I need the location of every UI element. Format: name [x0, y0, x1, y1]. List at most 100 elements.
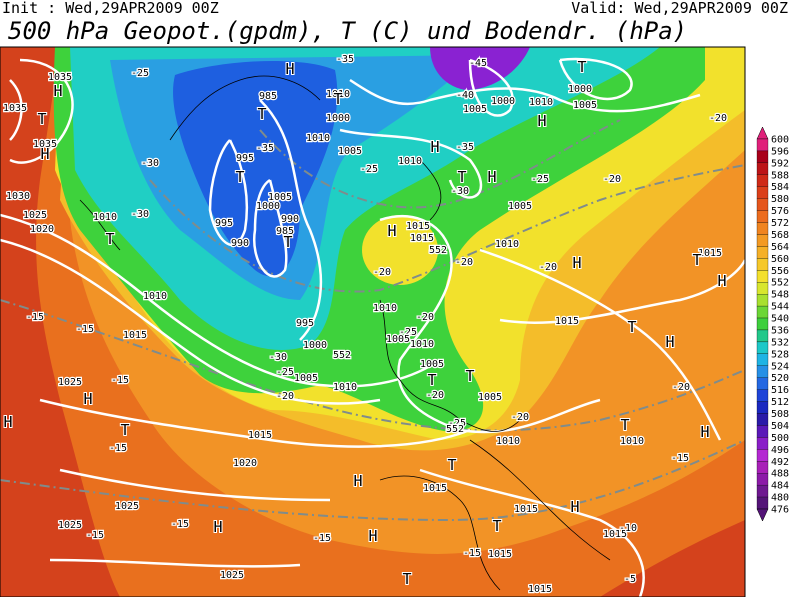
pressure-center: H: [368, 527, 377, 545]
contour-label: 1010: [93, 212, 117, 223]
contour-label: -15: [26, 312, 44, 323]
colorbar-segment: [756, 222, 769, 235]
colorbar: 6005965925885845805765725685645605565525…: [756, 126, 789, 522]
colorbar-segment: [756, 198, 769, 211]
pressure-center: H: [387, 222, 396, 240]
contour-label: 1005: [268, 192, 292, 203]
colorbar-segment: [756, 473, 769, 486]
contour-label: 1010: [373, 303, 397, 314]
contour-label: -25: [448, 418, 466, 429]
contour-label: 985: [276, 226, 294, 237]
temperature-isotherms: [0, 119, 745, 522]
colorbar-segment: [756, 186, 769, 199]
contour-label: -15: [463, 548, 481, 559]
valid-time: Valid: Wed,29APR2009 00Z: [571, 0, 788, 17]
colorbar-segment: [756, 437, 769, 450]
pressure-center: T: [620, 416, 629, 434]
contour-label: 1010: [495, 239, 519, 250]
contour-label: 1000: [568, 84, 592, 95]
contour-label: 1015: [123, 330, 147, 341]
contour-label: -15: [313, 533, 331, 544]
contour-label: 1025: [58, 520, 82, 531]
colorbar-label: 600: [771, 135, 789, 146]
colorbar-segment: [756, 341, 769, 354]
contour-label: 1005: [463, 104, 487, 115]
contour-label: 1025: [115, 501, 139, 512]
colorbar-label: 500: [771, 433, 789, 444]
pressure-center: H: [285, 60, 294, 78]
pressure-center: T: [577, 58, 586, 76]
contour-label: -25: [399, 327, 417, 338]
pressure-center: T: [402, 570, 411, 588]
colorbar-segment: [756, 389, 769, 402]
contour-label: -40: [456, 90, 474, 101]
field-yellow-pocket: [362, 215, 438, 285]
coastlines: [79, 75, 611, 591]
contour-label: 1005: [573, 100, 597, 111]
contour-label: 985: [259, 91, 277, 102]
contour-label: 1010: [326, 89, 350, 100]
contour-label: 990: [281, 214, 299, 225]
pressure-center: H: [83, 390, 92, 408]
colorbar-label: 592: [771, 158, 789, 169]
colorbar-label: 536: [771, 325, 789, 336]
contour-label: -25: [531, 174, 549, 185]
colorbar-arrow-top: [756, 126, 769, 140]
colorbar-segment: [756, 294, 769, 307]
colorbar-label: 540: [771, 314, 789, 325]
contour-label: -20: [455, 257, 473, 268]
contour-label: 1030: [6, 191, 30, 202]
colorbar-label: 492: [771, 457, 789, 468]
colorbar-label: 560: [771, 254, 789, 265]
contour-label: 1015: [423, 483, 447, 494]
contour-label: 1015: [555, 316, 579, 327]
contour-label: -30: [141, 158, 159, 169]
pressure-center: H: [572, 254, 581, 272]
colorbar-label: 512: [771, 397, 789, 408]
colorbar-label: 576: [771, 206, 789, 217]
contour-label: 1025: [220, 570, 244, 581]
colorbar-segment: [756, 329, 769, 343]
colorbar-label: 596: [771, 146, 789, 157]
colorbar-label: 544: [771, 302, 789, 313]
colorbar-label: 504: [771, 421, 789, 432]
pressure-center: H: [430, 138, 439, 156]
contour-label: -15: [671, 453, 689, 464]
colorbar-label: 572: [771, 218, 789, 229]
contour-label: -35: [336, 54, 354, 65]
contour-label: 1015: [488, 549, 512, 560]
contour-label: -20: [373, 267, 391, 278]
contour-label: 1010: [410, 339, 434, 350]
pressure-center: T: [457, 168, 466, 186]
field-blue: [173, 60, 338, 277]
contour-label: 1025: [23, 210, 47, 221]
contour-label: 1015: [698, 248, 722, 259]
colorbar-arrow-bottom: [756, 508, 769, 522]
pressure-center: T: [283, 233, 292, 251]
colorbar-label: 548: [771, 290, 789, 301]
contour-label: 1005: [420, 359, 444, 370]
contour-label: -20: [672, 382, 690, 393]
contour-label: 552: [429, 245, 447, 256]
pressure-center: T: [465, 367, 474, 385]
contour-label: 552: [446, 424, 464, 435]
colorbar-segment: [756, 461, 769, 474]
pressure-center: T: [105, 230, 114, 248]
pressure-center: H: [665, 333, 674, 351]
contour-label: -20: [603, 174, 621, 185]
contour-label: -30: [131, 209, 149, 220]
pressure-center: H: [717, 272, 726, 290]
contour-label: 1015: [603, 529, 627, 540]
contour-label: 995: [215, 218, 233, 229]
pressure-center: T: [627, 318, 636, 336]
colorbar-label: 568: [771, 230, 789, 241]
pressure-center: H: [3, 413, 12, 431]
contour-label: 1015: [406, 221, 430, 232]
colorbar-segment: [756, 210, 769, 223]
colorbar-segment: [756, 317, 769, 331]
colorbar-segment: [756, 174, 769, 187]
contour-label: -15: [171, 519, 189, 530]
